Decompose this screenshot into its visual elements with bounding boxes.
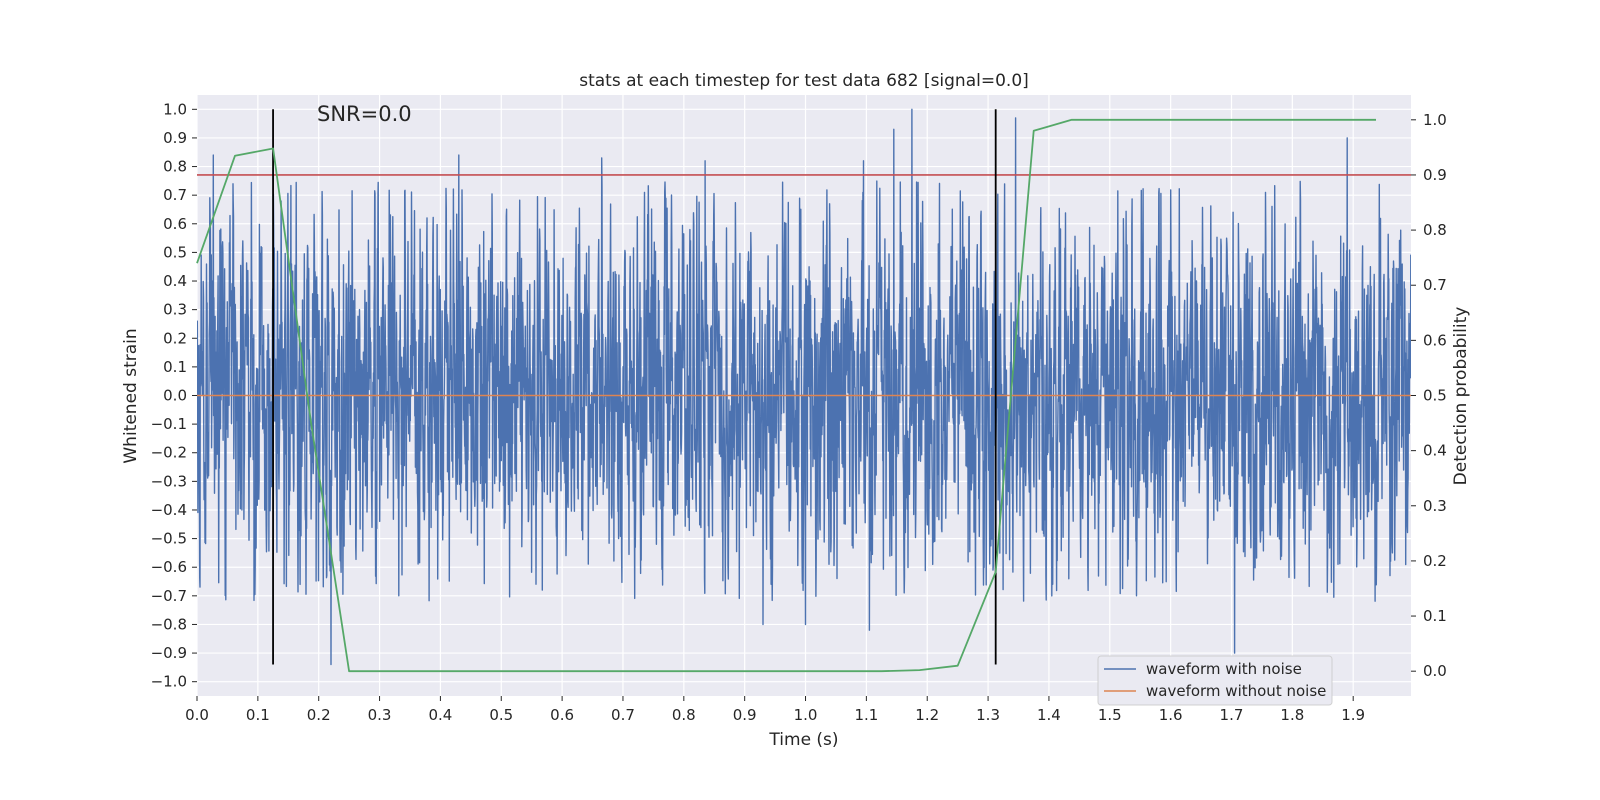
x-axis-label: Time (s) (768, 730, 838, 750)
legend-label-noisy: waveform with noise (1146, 660, 1302, 678)
x-tick-label: 1.6 (1159, 706, 1183, 724)
y2-tick-label: 0.3 (1423, 497, 1447, 515)
y-tick-label: −0.9 (151, 644, 187, 662)
x-tick-label: 0.9 (733, 706, 757, 724)
noisy-waveform-series (197, 108, 1411, 666)
snr-annotation: SNR=0.0 (317, 102, 412, 126)
x-tick-label: 1.9 (1341, 706, 1365, 724)
y-tick-label: 0.5 (163, 243, 187, 261)
y-tick-label: 0.3 (163, 301, 187, 319)
y-axis-label: Whitened strain (121, 328, 141, 463)
y2-tick-label: 0.6 (1423, 331, 1447, 349)
legend-label-clean: waveform without noise (1146, 682, 1326, 700)
chart-title: stats at each timestep for test data 682… (579, 71, 1029, 91)
y2-tick-label: 0.7 (1423, 276, 1447, 294)
x-tick-label: 0.5 (489, 706, 513, 724)
y-tick-label: 0.4 (163, 272, 187, 290)
x-tick-label: 0.3 (368, 706, 392, 724)
legend: waveform with noise waveform without noi… (1097, 655, 1333, 706)
y-tick-label: 1.0 (163, 100, 187, 118)
y-axis-ticks: 1.0 0.9 0.8 0.7 0.6 0.5 0.4 0.3 0.2 0.1 0.0 −0.1 −0.… (151, 100, 197, 691)
series-noisy-line (197, 108, 1411, 666)
y2-axis-label: Detection probability (1451, 307, 1471, 486)
x-tick-label: 0.1 (246, 706, 270, 724)
y2-tick-label: 0.2 (1423, 552, 1447, 570)
legend-box (1097, 655, 1333, 706)
y-tick-label: 0.8 (163, 158, 187, 176)
y-tick-label: 0.6 (163, 215, 187, 233)
y-tick-label: −0.1 (151, 415, 187, 433)
x-tick-label: 0.6 (550, 706, 574, 724)
x-tick-label: 0.4 (428, 706, 452, 724)
y-tick-label: −0.7 (151, 587, 187, 605)
y-tick-label: 0.9 (163, 129, 187, 147)
y-tick-label: −0.3 (151, 472, 187, 490)
y-tick-label: −0.8 (151, 615, 187, 633)
y2-axis-ticks: 1.0 0.9 0.8 0.7 0.6 0.5 0.4 0.3 0.2 0.1 0.0 (1411, 111, 1447, 680)
series-detection-probability-line (196, 118, 1376, 673)
y2-tick-label: 0.8 (1423, 221, 1447, 239)
x-tick-label: 1.2 (915, 706, 939, 724)
x-tick-label: 1.5 (1098, 706, 1122, 724)
x-tick-label: 1.1 (854, 706, 878, 724)
x-tick-label: 1.3 (976, 706, 1000, 724)
y2-tick-label: 0.5 (1423, 387, 1447, 405)
y2-tick-label: 0.1 (1423, 607, 1447, 625)
y-tick-label: 0.0 (163, 387, 187, 405)
y2-tick-label: 0.4 (1423, 442, 1447, 460)
x-tick-label: 0.7 (611, 706, 635, 724)
x-tick-label: 0.8 (672, 706, 696, 724)
x-tick-label: 1.7 (1220, 706, 1244, 724)
y2-tick-label: 1.0 (1423, 111, 1447, 129)
x-tick-label: 1.0 (794, 706, 818, 724)
y-tick-label: 0.1 (163, 358, 187, 376)
x-tick-label: 0.0 (185, 706, 209, 724)
x-tick-label: 1.4 (1037, 706, 1061, 724)
overlays (196, 109, 1411, 673)
y-tick-label: −0.2 (151, 444, 187, 462)
x-tick-label: 0.2 (307, 706, 331, 724)
x-axis-ticks: 0.0 0.1 0.2 0.3 0.4 0.5 0.6 0.7 0.8 0.9 1.0 1.1 1.2 1… (185, 696, 1365, 724)
y-tick-label: 0.2 (163, 329, 187, 347)
y2-tick-label: 0.0 (1423, 662, 1447, 680)
y-tick-label: −0.5 (151, 530, 187, 548)
y-tick-label: −1.0 (151, 673, 187, 691)
y-tick-label: 0.7 (163, 186, 187, 204)
y2-tick-label: 0.9 (1423, 166, 1447, 184)
x-tick-label: 1.8 (1280, 706, 1304, 724)
y-tick-label: −0.4 (151, 501, 187, 519)
y-tick-label: −0.6 (151, 558, 187, 576)
